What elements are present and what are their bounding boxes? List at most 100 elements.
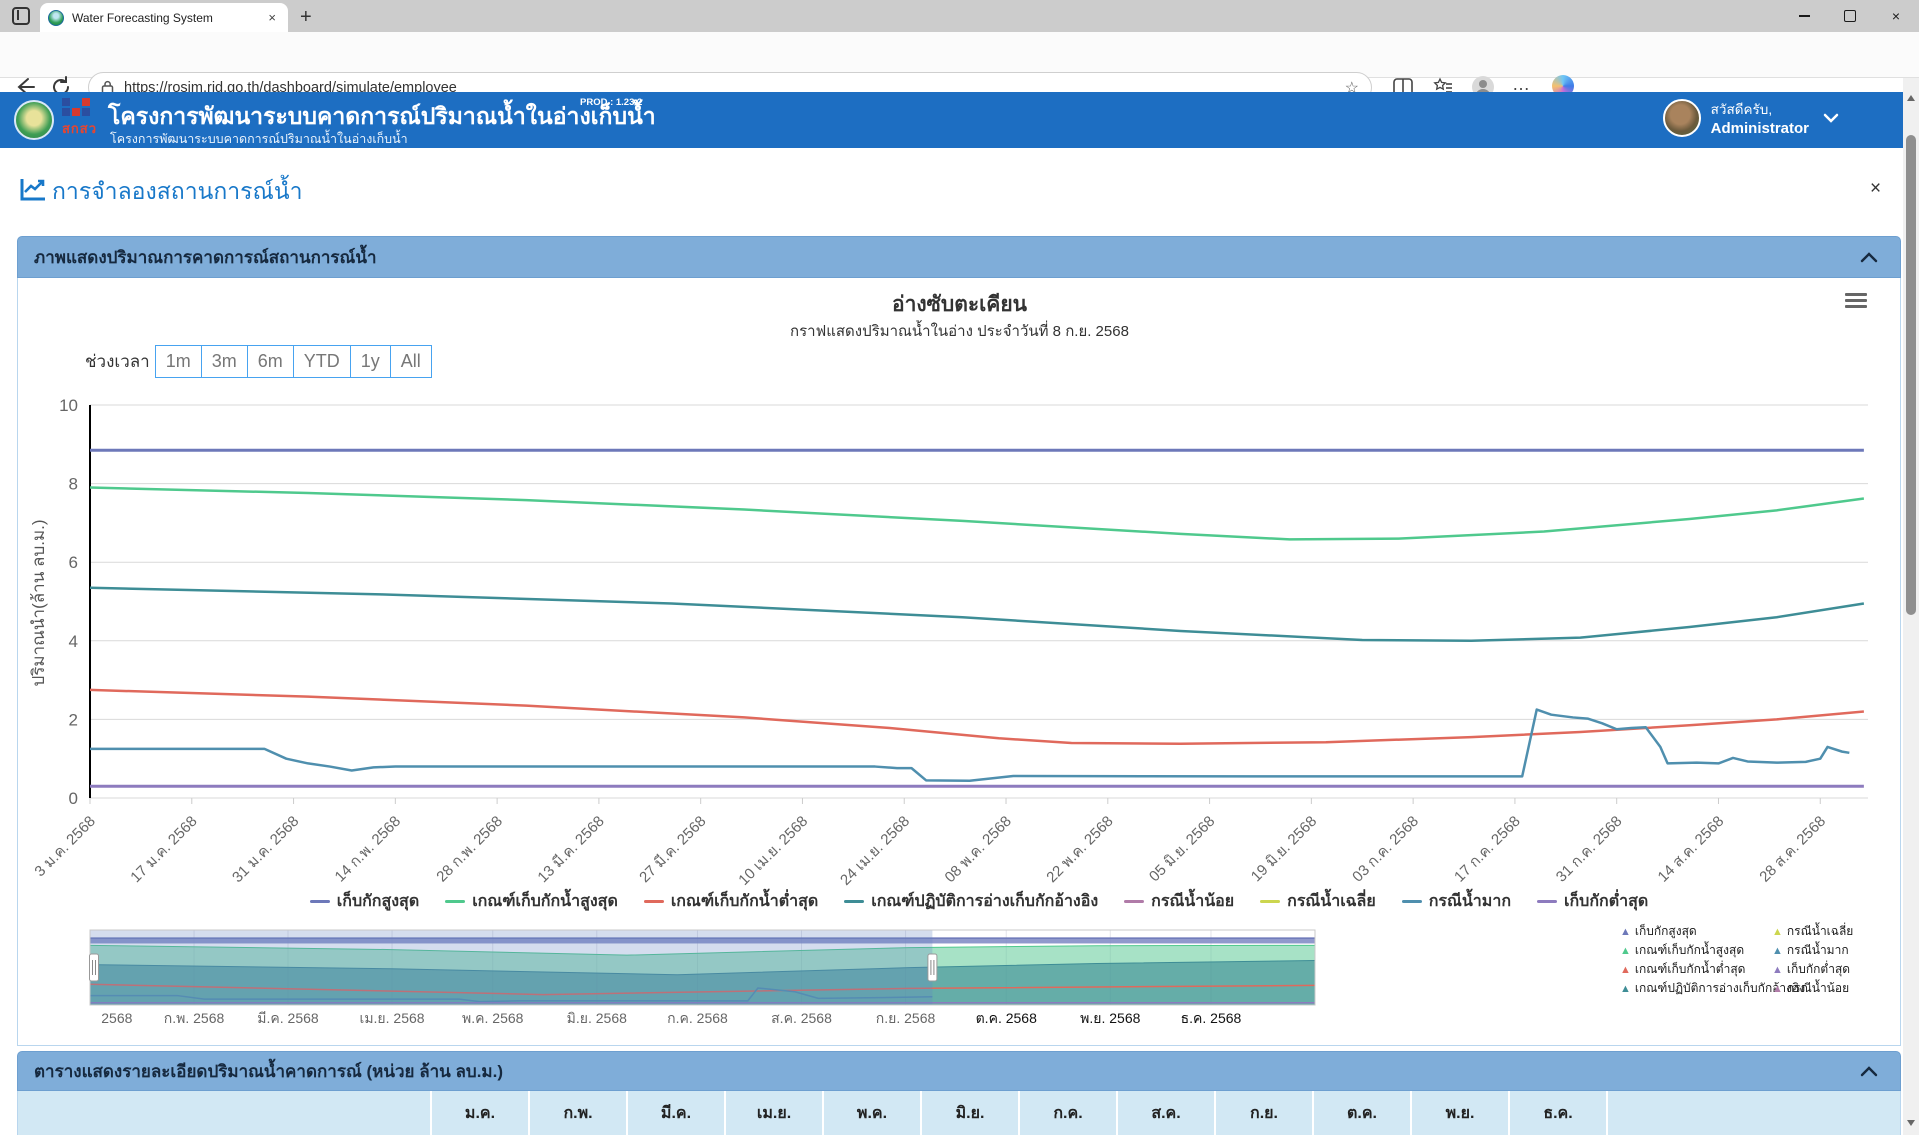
chart-subtitle: กราฟแสดงปริมาณน้ำในอ่าง ประจำวันที่ 8 ก.…	[790, 323, 1129, 340]
svg-text:10 เม.ย. 2568: 10 เม.ย. 2568	[735, 813, 811, 888]
legend-label: กรณีน้ำน้อย	[1151, 893, 1235, 910]
legend-item[interactable]: เก็บกักต่ำสุด	[1537, 889, 1648, 914]
legend-swatch	[1537, 900, 1557, 903]
user-avatar	[1662, 98, 1701, 137]
tab-close-icon[interactable]: ×	[268, 10, 276, 25]
range-selector: ช่วงเวลา 1m 3m 6m YTD 1y All	[85, 345, 432, 378]
url-text: https://rosim.rid.go.th/dashboard/simula…	[124, 79, 457, 96]
svg-text:17 ม.ค. 2568: 17 ม.ค. 2568	[127, 813, 200, 886]
legend-item[interactable]: เกณฑ์เก็บกักน้ำสูงสุด	[445, 889, 618, 914]
svg-text:มี.ค. 2568: มี.ค. 2568	[257, 1010, 319, 1026]
chart-panel-header[interactable]: ภาพแสดงปริมาณการคาดการณ์สถานการณ์น้ำ	[17, 236, 1901, 278]
range-button-1y[interactable]: 1y	[349, 345, 391, 378]
refresh-icon[interactable]	[48, 74, 74, 100]
range-button-1m[interactable]: 1m	[154, 345, 202, 378]
svg-text:มิ.ย. 2568: มิ.ย. 2568	[567, 1010, 627, 1026]
range-button-3m[interactable]: 3m	[200, 345, 248, 378]
svg-text:27 มี.ค. 2568: 27 มี.ค. 2568	[636, 813, 709, 886]
navigator-legend-item: ▲ เก็บกักสูงสุด	[1620, 924, 1697, 938]
table-month-header: ก.ย.	[1214, 1091, 1312, 1135]
page-close-icon[interactable]: ×	[1870, 178, 1882, 199]
legend-item[interactable]: กรณีน้ำน้อย	[1124, 889, 1234, 914]
table-month-header: เม.ย.	[724, 1091, 822, 1135]
chart-panel-title: ภาพแสดงปริมาณการคาดการณ์สถานการณ์น้ำ	[34, 247, 377, 267]
range-button-6m[interactable]: 6m	[246, 345, 294, 378]
legend-swatch	[1401, 900, 1422, 903]
svg-text:ก.ค. 2568: ก.ค. 2568	[667, 1010, 728, 1026]
svg-text:2568: 2568	[101, 1010, 132, 1026]
svg-text:28 ก.พ. 2568: 28 ก.พ. 2568	[433, 813, 506, 886]
svg-text:พ.ค. 2568: พ.ค. 2568	[462, 1010, 524, 1026]
series-เกณฑ์เก็บกักน้ำต่ำสุด	[89, 688, 1864, 746]
range-label: ช่วงเวลา	[85, 352, 150, 371]
window-close-button[interactable]: ×	[1891, 8, 1901, 24]
table-filler-cell	[1606, 1091, 1900, 1135]
table-month-header: มิ.ย.	[920, 1091, 1018, 1135]
triangle-marker-icon: ▲	[1620, 982, 1631, 995]
legend-item[interactable]: เก็บกักสูงสุด	[309, 889, 419, 914]
scrollbar-thumb[interactable]	[1906, 135, 1916, 615]
svg-text:พ.ย. 2568: พ.ย. 2568	[1080, 1010, 1140, 1026]
chart-menu-icon[interactable]	[1845, 293, 1867, 311]
chart-panel-body	[17, 278, 1901, 1046]
triangle-marker-icon: ▲	[1772, 944, 1783, 957]
legend-swatch	[643, 900, 664, 903]
legend-item[interactable]: กรณีน้ำมาก	[1401, 889, 1511, 914]
scrollbar-down-arrow[interactable]	[1907, 1120, 1915, 1126]
legend-label: เกณฑ์เก็บกักน้ำต่ำสุด	[670, 893, 819, 910]
triangle-marker-icon: ▲	[1772, 982, 1783, 995]
window-minimize-button[interactable]	[1781, 0, 1827, 32]
table-month-header: มี.ค.	[626, 1091, 724, 1135]
svg-text:8: 8	[69, 475, 78, 494]
table-month-header: ส.ค.	[1116, 1091, 1214, 1135]
table-panel-header[interactable]: ตารางแสดงรายละเอียดปริมาณน้ำคาดการณ์ (หน…	[17, 1051, 1901, 1091]
range-button-All[interactable]: All	[389, 345, 432, 378]
copilot-icon[interactable]	[1552, 75, 1574, 97]
table-panel-title: ตารางแสดงรายละเอียดปริมาณน้ำคาดการณ์ (หน…	[34, 1061, 504, 1081]
svg-text:24 เม.ย. 2568: 24 เม.ย. 2568	[837, 813, 913, 888]
user-greeting: สวัสดีครับ,	[1710, 102, 1773, 117]
svg-text:4: 4	[69, 632, 78, 651]
svg-text:0: 0	[69, 789, 78, 808]
main-chart: 0 2 4 6 8 10 ปริมาณน้ำ(ล้าน ลบ.ม.) 3 ม.ค. 2568 1…	[30, 396, 1868, 888]
svg-text:ต.ค. 2568: ต.ค. 2568	[976, 1010, 1037, 1026]
triangle-marker-icon: ▲	[1772, 925, 1783, 938]
navigator-handle	[89, 953, 99, 982]
collapse-chevron-icon[interactable]	[1860, 1065, 1878, 1077]
chart-legend: เก็บกักสูงสุด เกณฑ์เก็บกักน้ำสูงสุด เกณฑ์เ…	[90, 889, 1868, 914]
window-maximize-button[interactable]	[1827, 0, 1873, 32]
user-menu[interactable]: สวัสดีครับ, Administrator	[1662, 98, 1839, 137]
app-header	[0, 92, 1919, 148]
navigator-legend-item: ▲ กรณีน้ำน้อย	[1772, 981, 1850, 995]
svg-text:22 พ.ค. 2568: 22 พ.ค. 2568	[1043, 813, 1116, 886]
chart-navigator[interactable]: 2568 ก.พ. 2568 มี.ค. 2568 เม.ย. 2568 พ.ค. 25…	[85, 923, 1330, 1033]
series-เกณฑ์ปฏิบัติการอ่างเก็บกักอ้างอิง	[89, 586, 1865, 643]
svg-text:14 ก.พ. 2568: 14 ก.พ. 2568	[332, 813, 405, 886]
navigator-handle	[927, 953, 938, 982]
range-button-YTD[interactable]: YTD	[292, 345, 351, 378]
legend-item[interactable]: กรณีน้ำเฉลี่ย	[1260, 889, 1376, 914]
new-tab-button[interactable]: +	[300, 6, 312, 28]
collapse-chevron-icon[interactable]	[1860, 251, 1878, 263]
page-title: การจำลองสถานการณ์น้ำ	[52, 178, 303, 204]
legend-item[interactable]: เกณฑ์เก็บกักน้ำต่ำสุด	[643, 889, 819, 914]
table-corner-cell	[18, 1091, 430, 1135]
triangle-marker-icon: ▲	[1620, 963, 1631, 976]
scrollbar-up-arrow[interactable]	[1907, 95, 1915, 101]
browser-tab[interactable]: Water Forecasting System ×	[40, 3, 288, 32]
svg-text:ปริมาณน้ำ(ล้าน ลบ.ม.): ปริมาณน้ำ(ล้าน ลบ.ม.)	[30, 519, 48, 686]
legend-item[interactable]: เกณฑ์ปฏิบัติการอ่างเก็บกักอ้างอิง	[844, 889, 1098, 914]
legend-label: เกณฑ์เก็บกักน้ำสูงสุด	[472, 893, 618, 910]
browser-menu-icon[interactable]: …	[1512, 74, 1531, 94]
navigator-legend-item: ▲ เกณฑ์เก็บกักน้ำต่ำสุด	[1620, 962, 1746, 976]
table-month-header: ก.ค.	[1018, 1091, 1116, 1135]
svg-text:เม.ย. 2568: เม.ย. 2568	[360, 1010, 425, 1026]
series-เกณฑ์เก็บกักน้ำสูงสุด	[89, 486, 1865, 541]
tab-layout-icon[interactable]	[12, 7, 30, 25]
navigator-legend-item: ▲ เกณฑ์เก็บกักน้ำสูงสุด	[1620, 943, 1745, 957]
table-header-row: ม.ค. ก.พ. มี.ค. เม.ย. พ.ค. มิ.ย. ก.ค. ส.ค. ก.ย. ต…	[17, 1091, 1901, 1135]
table-month-header: ก.พ.	[528, 1091, 626, 1135]
user-name: Administrator	[1710, 120, 1809, 137]
chevron-down-icon	[1823, 113, 1839, 123]
legend-swatch	[844, 900, 865, 903]
